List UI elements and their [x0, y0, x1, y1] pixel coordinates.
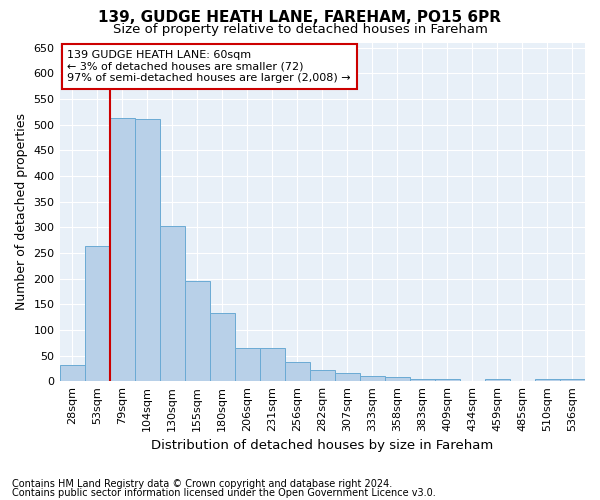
Bar	[360, 376, 385, 381]
Bar	[485, 378, 510, 381]
Text: 139, GUDGE HEATH LANE, FAREHAM, PO15 6PR: 139, GUDGE HEATH LANE, FAREHAM, PO15 6PR	[98, 10, 502, 25]
Bar	[310, 370, 335, 381]
Bar	[260, 348, 285, 381]
Bar	[560, 378, 585, 381]
Text: Size of property relative to detached houses in Fareham: Size of property relative to detached ho…	[113, 22, 487, 36]
Text: Contains public sector information licensed under the Open Government Licence v3: Contains public sector information licen…	[12, 488, 436, 498]
Bar	[335, 373, 360, 381]
Bar	[110, 118, 134, 381]
Bar	[209, 314, 235, 381]
Y-axis label: Number of detached properties: Number of detached properties	[15, 114, 28, 310]
X-axis label: Distribution of detached houses by size in Fareham: Distribution of detached houses by size …	[151, 440, 493, 452]
Bar	[59, 365, 85, 381]
Bar	[235, 348, 260, 381]
Bar	[134, 120, 160, 381]
Bar	[410, 378, 435, 381]
Bar	[285, 362, 310, 381]
Bar	[85, 246, 110, 381]
Bar	[385, 377, 410, 381]
Bar	[160, 226, 185, 381]
Bar	[435, 378, 460, 381]
Bar	[185, 280, 209, 381]
Bar	[535, 378, 560, 381]
Text: 139 GUDGE HEATH LANE: 60sqm
← 3% of detached houses are smaller (72)
97% of semi: 139 GUDGE HEATH LANE: 60sqm ← 3% of deta…	[67, 50, 351, 83]
Text: Contains HM Land Registry data © Crown copyright and database right 2024.: Contains HM Land Registry data © Crown c…	[12, 479, 392, 489]
